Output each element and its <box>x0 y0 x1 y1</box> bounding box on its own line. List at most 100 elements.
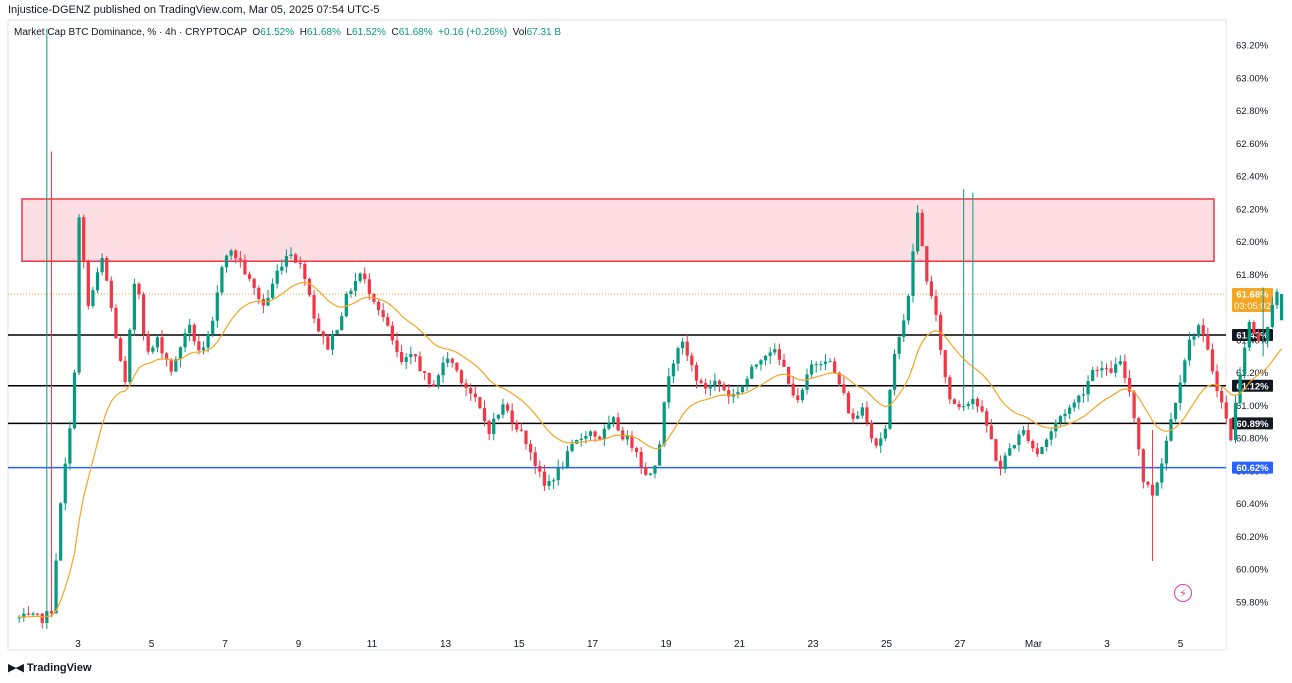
candle-body <box>317 318 321 332</box>
candle-body <box>1252 321 1256 335</box>
legend-title: Market Cap BTC Dominance, % · 4h · CRYPT… <box>14 27 247 38</box>
candle-body <box>192 324 196 342</box>
candle-body <box>925 246 929 282</box>
candle-body <box>1044 439 1049 447</box>
candle-body <box>1243 347 1247 375</box>
candle-body <box>584 435 588 439</box>
level-tag-label: 60.62% <box>1236 463 1269 474</box>
candle-body <box>473 393 477 398</box>
candle-body <box>607 423 611 429</box>
candle-body <box>100 258 104 273</box>
candle-body <box>662 402 666 445</box>
candle-body <box>114 307 118 339</box>
y-tick-label: 60.40% <box>1236 499 1269 510</box>
candle-body <box>667 376 671 403</box>
candle-body <box>243 260 247 275</box>
candle-body <box>183 333 187 348</box>
candle-body <box>169 359 173 372</box>
candle-body <box>828 361 832 363</box>
candle-body <box>639 452 643 467</box>
candle-body <box>82 217 86 262</box>
tradingview-logo[interactable]: ▶◀ TradingView <box>8 661 92 674</box>
candle-body <box>1049 431 1053 440</box>
candle-body <box>215 292 219 321</box>
x-tick-label: 5 <box>1178 639 1184 650</box>
y-tick-label: 62.60% <box>1236 139 1269 150</box>
candle-body <box>188 324 192 334</box>
candle-body <box>234 250 238 259</box>
candle-body <box>363 273 367 280</box>
candle-body <box>1210 349 1215 372</box>
candle-body <box>409 354 413 358</box>
candle-body <box>1146 481 1150 485</box>
candle-body <box>252 278 256 288</box>
candle-body <box>1270 304 1274 327</box>
x-tick-label: Mar <box>1025 639 1043 650</box>
candle-body <box>717 380 722 385</box>
candle-body <box>915 212 920 252</box>
x-tick-label: 15 <box>513 639 525 650</box>
candle-body <box>644 466 648 475</box>
candle-body <box>340 316 344 331</box>
candle-body <box>464 383 468 389</box>
resistance-zone <box>21 198 1215 262</box>
lightning-icon[interactable]: ⚡ <box>1174 584 1192 602</box>
candle-body <box>745 378 749 386</box>
candle-body <box>754 364 758 367</box>
candle-body <box>197 341 201 351</box>
candle-body <box>869 422 874 439</box>
candle-body <box>1233 402 1238 441</box>
candle-body <box>505 404 510 411</box>
candle-body <box>349 290 353 295</box>
candle-body <box>482 408 487 422</box>
legend-open: 61.52% <box>260 27 295 38</box>
candle-body <box>1150 484 1155 496</box>
candle-body <box>648 473 652 475</box>
candle-body <box>588 431 593 436</box>
candle-body <box>1141 449 1145 482</box>
legend-close: 61.68% <box>398 27 433 38</box>
y-tick-label: 63.00% <box>1236 73 1269 84</box>
candle-body <box>856 415 860 419</box>
candle-body <box>294 254 298 263</box>
candle-body <box>561 467 565 469</box>
candle-body <box>128 329 132 382</box>
candle-body <box>653 465 657 474</box>
candle-body <box>598 436 602 440</box>
candle-body <box>713 380 717 386</box>
candle-body <box>307 279 312 296</box>
candle-body <box>727 390 731 397</box>
candle-body <box>1137 418 1141 450</box>
x-tick-label: 13 <box>440 639 452 650</box>
candle-body <box>943 350 947 378</box>
candle-body <box>759 360 763 365</box>
candle-body <box>1114 364 1118 373</box>
candle-body <box>708 385 712 389</box>
candle-body <box>1003 455 1007 469</box>
candle-body <box>740 385 745 393</box>
legend-h-label: H <box>299 27 307 38</box>
candle-body <box>570 443 574 452</box>
candle-body <box>524 430 528 445</box>
candle-body <box>593 431 597 437</box>
y-tick-label: 62.00% <box>1236 237 1269 248</box>
candle-body <box>1086 381 1090 395</box>
candle-body <box>736 392 740 394</box>
candle-body <box>298 262 302 264</box>
x-tick-label: 17 <box>587 639 599 650</box>
candle-body <box>427 372 431 385</box>
x-tick-label: 3 <box>75 639 81 650</box>
legend-c-label: C <box>391 27 399 38</box>
candle-body <box>989 425 993 440</box>
candle-body <box>1275 291 1279 305</box>
candle-body <box>418 356 422 372</box>
legend-change: +0.16 (+0.26%) <box>438 27 508 38</box>
candle-body <box>699 380 703 384</box>
candle-body <box>1247 321 1251 348</box>
level-tag <box>1232 461 1273 474</box>
candle-body <box>358 273 362 281</box>
candle-body <box>280 266 284 271</box>
candle-body <box>929 281 934 297</box>
candle-body <box>906 295 910 321</box>
